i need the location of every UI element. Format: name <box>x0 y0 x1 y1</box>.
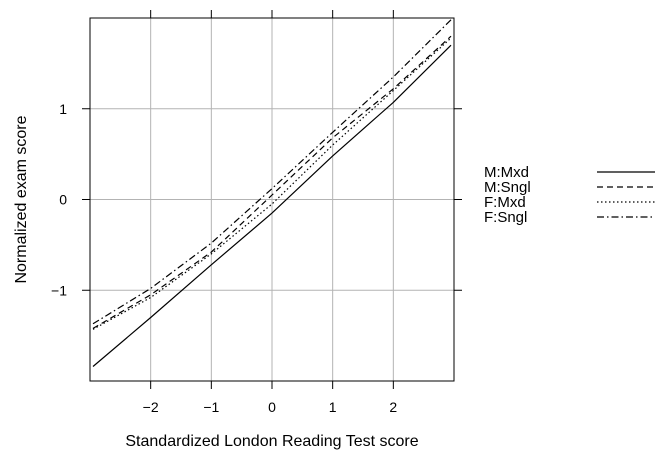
y-tick-label: −1 <box>51 282 67 298</box>
x-tick-label: 1 <box>329 399 337 415</box>
x-axis-title: Standardized London Reading Test score <box>125 433 418 450</box>
legend-label: F:Mxd <box>484 194 526 211</box>
grid <box>90 18 454 381</box>
legend-label: M:Sngl <box>484 179 531 196</box>
legend-label: M:Mxd <box>484 164 529 181</box>
series-line-m-sngl <box>92 35 452 329</box>
x-tick-label: 0 <box>268 399 276 415</box>
x-tick-label: −1 <box>203 399 219 415</box>
series-line-m-mxd <box>92 44 452 367</box>
series-line-f-mxd <box>92 37 452 330</box>
series-lines <box>92 19 452 367</box>
x-tick-label: 2 <box>389 399 397 415</box>
y-tick-label: 0 <box>59 192 67 208</box>
axes: −2 −1 0 1 2 −1 0 1 <box>51 10 462 415</box>
x-tick-label: −2 <box>143 399 159 415</box>
legend-label: F:Sngl <box>484 209 527 226</box>
y-axis-title: Normalized exam score <box>13 115 30 283</box>
y-tick-label: 1 <box>59 101 67 117</box>
